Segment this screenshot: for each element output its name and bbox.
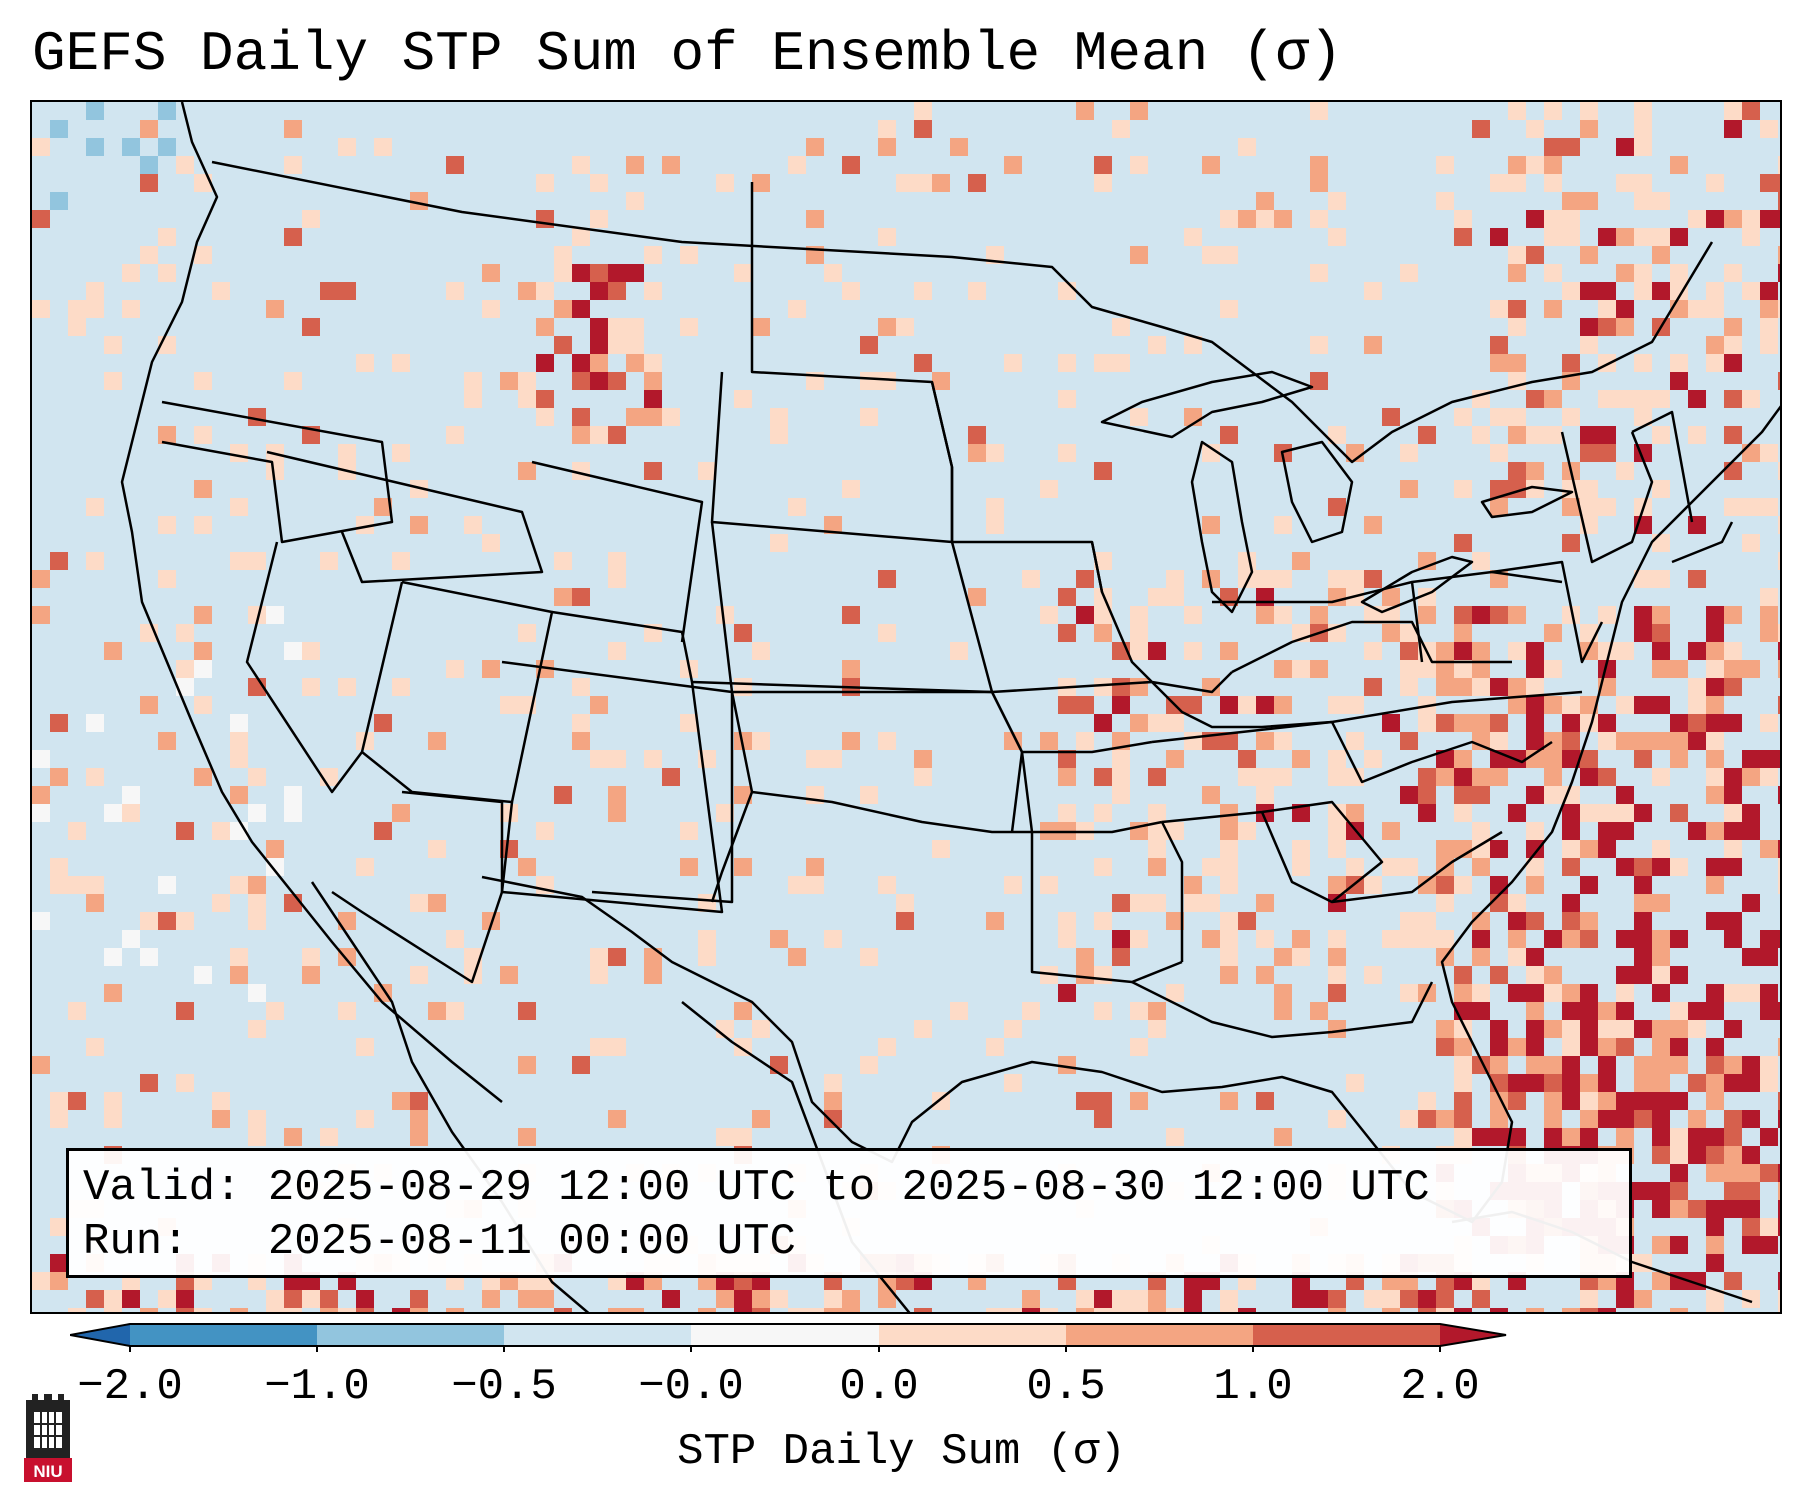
lake-ontario xyxy=(1480,485,1574,519)
colorbar-segment xyxy=(504,1324,691,1346)
colorbar-tick-label: −2.0 xyxy=(77,1362,183,1412)
colorbar-tick-label: 2.0 xyxy=(1400,1362,1480,1412)
colorbar-segment xyxy=(879,1324,1066,1346)
colorbar-tick-label: 0.0 xyxy=(839,1362,919,1412)
colorbar-extend-high xyxy=(1440,1324,1506,1346)
colorbar-tick-label: −0.5 xyxy=(451,1362,557,1412)
lake-huron xyxy=(1280,440,1354,544)
lake-erie xyxy=(1360,555,1474,614)
niu-logo: NIU xyxy=(24,1394,72,1482)
colorbar-segment xyxy=(1066,1324,1253,1346)
map-title: GEFS Daily STP Sum of Ensemble Mean (σ) xyxy=(32,22,1343,86)
colorbar-tick-label: 0.5 xyxy=(1026,1362,1106,1412)
stp-anomaly-cells xyxy=(32,102,1780,1312)
valid-run-info-box: Valid: 2025-08-29 12:00 UTC to 2025-08-3… xyxy=(66,1148,1632,1278)
lake-michigan xyxy=(1190,440,1254,614)
colorbar-extend-low xyxy=(70,1324,130,1346)
colorbar-tick-label: −0.0 xyxy=(638,1362,744,1412)
map-panel xyxy=(30,100,1782,1314)
colorbar xyxy=(70,1323,1507,1352)
colorbar-segment xyxy=(1253,1324,1440,1346)
lake-superior xyxy=(1100,370,1314,439)
colorbar-tick-label: −1.0 xyxy=(264,1362,370,1412)
canada-border xyxy=(211,160,1714,464)
colorbar-label: STP Daily Sum (σ) xyxy=(677,1427,1126,1477)
stp-map xyxy=(32,102,1780,1312)
colorbar-tick-label: 1.0 xyxy=(1213,1362,1293,1412)
run-time-text: Run: 2025-08-11 00:00 UTC xyxy=(83,1217,796,1267)
logo-text: NIU xyxy=(33,1462,62,1481)
colorbar-segment xyxy=(691,1324,879,1346)
colorbar-segment xyxy=(130,1324,317,1346)
valid-time-text: Valid: 2025-08-29 12:00 UTC to 2025-08-3… xyxy=(83,1163,1430,1213)
colorbar-segment xyxy=(317,1324,504,1346)
